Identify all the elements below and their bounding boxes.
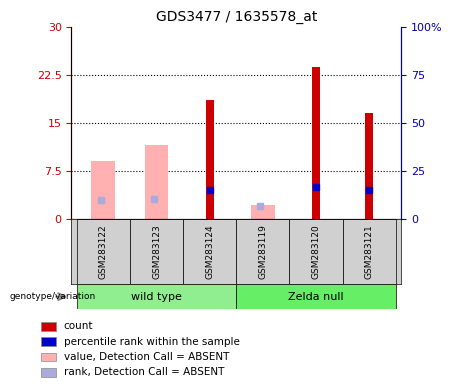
- Bar: [236, 219, 290, 284]
- Text: GSM283122: GSM283122: [99, 224, 108, 279]
- Bar: [183, 219, 236, 284]
- Text: percentile rank within the sample: percentile rank within the sample: [64, 337, 240, 347]
- Text: count: count: [64, 321, 93, 331]
- Text: rank, Detection Call = ABSENT: rank, Detection Call = ABSENT: [64, 367, 224, 377]
- Text: GSM283119: GSM283119: [258, 224, 267, 279]
- Text: GSM283124: GSM283124: [205, 224, 214, 279]
- Bar: [236, 284, 396, 309]
- Bar: [77, 219, 130, 284]
- Title: GDS3477 / 1635578_at: GDS3477 / 1635578_at: [155, 10, 317, 25]
- Bar: [130, 219, 183, 284]
- Text: value, Detection Call = ABSENT: value, Detection Call = ABSENT: [64, 352, 229, 362]
- Text: Zelda null: Zelda null: [288, 291, 344, 302]
- Bar: [343, 219, 396, 284]
- Bar: [145, 145, 168, 219]
- Bar: [206, 101, 213, 219]
- Text: GSM283123: GSM283123: [152, 224, 161, 279]
- Bar: [91, 161, 115, 219]
- Bar: [290, 219, 343, 284]
- Text: GSM283121: GSM283121: [365, 224, 374, 279]
- Bar: [251, 205, 275, 219]
- Bar: [77, 284, 236, 309]
- Bar: [41, 338, 55, 346]
- Bar: [41, 353, 55, 361]
- Bar: [312, 66, 320, 219]
- Text: wild type: wild type: [131, 291, 182, 302]
- Text: genotype/variation: genotype/variation: [9, 292, 95, 301]
- Bar: [41, 368, 55, 377]
- Text: GSM283120: GSM283120: [312, 224, 320, 279]
- Bar: [41, 322, 55, 331]
- Bar: [365, 113, 373, 219]
